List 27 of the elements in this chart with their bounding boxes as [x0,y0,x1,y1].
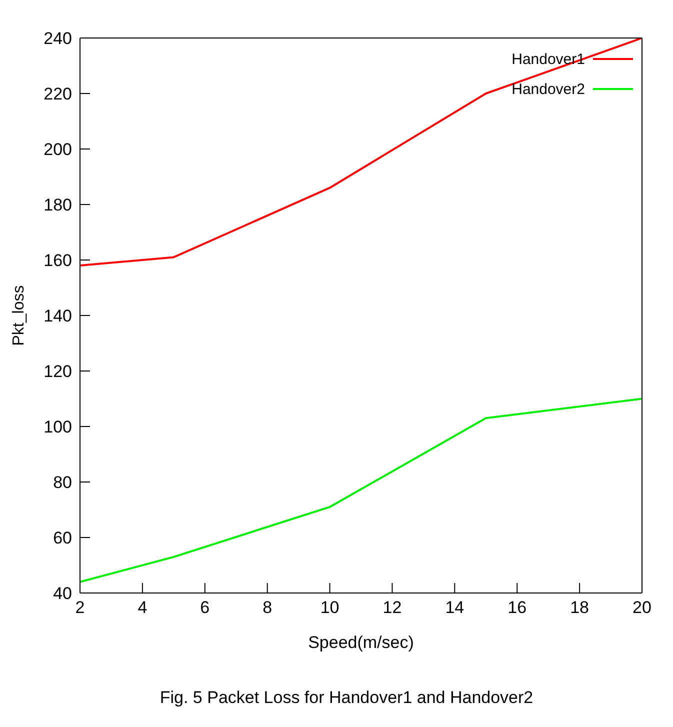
x-tick-label: 12 [382,598,402,618]
y-tick-label: 240 [44,29,72,48]
y-tick-label: 80 [53,473,72,492]
x-tick-label: 10 [320,598,340,618]
y-axis-title: Pkt_loss [10,285,28,346]
y-tick-label: 220 [44,84,72,104]
text: Fig. 5 Packet Loss for Handover1 and Handover2 [158,688,534,708]
x-tick-label: 6 [200,598,210,618]
x-tick-label: 16 [508,598,527,618]
x-axis-title: Speed(m/sec) [308,633,414,652]
y-tick-label: 160 [44,251,72,270]
y-tick-label: 100 [44,418,72,437]
y-tick-label: 200 [44,140,72,160]
line-series [80,398,642,583]
x-tick-label: 2 [75,598,85,618]
x-tick-label: 8 [262,598,272,618]
y-tick-label: 140 [44,306,72,326]
legend-label: Handover1 [512,50,585,68]
y-tick-label: 180 [44,196,72,215]
y-tick-label: 40 [53,584,72,604]
legend-label: Handover2 [512,80,585,98]
x-tick-label: 14 [445,598,464,618]
y-tick-label: 120 [44,362,72,382]
x-tick-label: 4 [138,598,148,618]
x-tick-label: 20 [632,598,652,618]
x-tick-label: 18 [570,598,590,618]
y-tick-label: 60 [53,528,72,548]
